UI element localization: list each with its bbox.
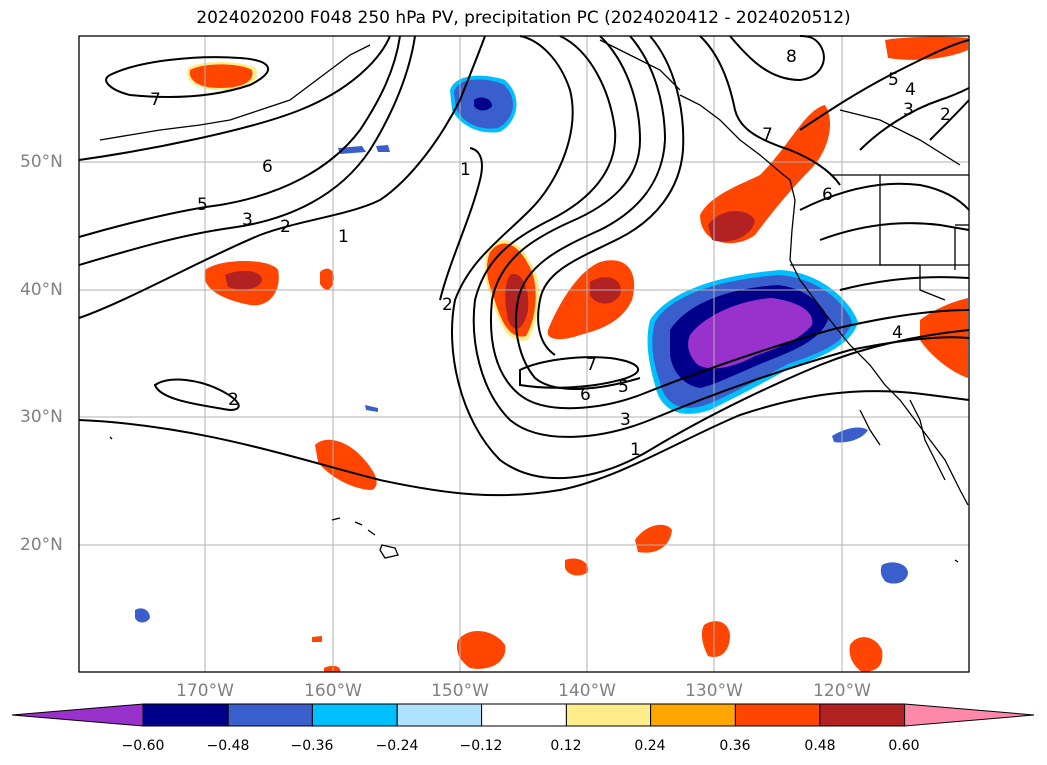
contour-label: 1 xyxy=(630,440,641,460)
lon-label: 160°W xyxy=(304,681,362,701)
colorbar-max-extend xyxy=(904,703,1035,727)
lon-label: 130°W xyxy=(685,681,743,701)
colorbar-tick-label: −0.60 xyxy=(121,738,165,754)
contour-label: 7 xyxy=(150,90,161,110)
contour-label: 3 xyxy=(903,100,914,120)
map-title: 2024020200 F048 250 hPa PV, precipitatio… xyxy=(196,8,851,28)
contour-label: 1 xyxy=(460,160,471,180)
colorbar-tick-label: 0.36 xyxy=(719,738,751,754)
colorbar-segment xyxy=(565,703,652,727)
contour-label: 2 xyxy=(442,295,453,315)
contour-label: 4 xyxy=(892,323,903,343)
colorbar-tick-label: −0.48 xyxy=(206,738,250,754)
contour-label: 5 xyxy=(197,195,208,215)
lat-label: 50°N xyxy=(20,152,63,172)
pv-contours xyxy=(78,35,970,497)
contour-label: 4 xyxy=(905,80,916,100)
contour-label: 7 xyxy=(762,125,773,145)
colorbar-segment xyxy=(819,703,906,727)
colorbar-segment xyxy=(227,703,313,727)
contour-label: 2 xyxy=(228,390,239,410)
contour-label: 5 xyxy=(618,377,629,397)
lon-label: 120°W xyxy=(813,681,871,701)
map-frame xyxy=(78,35,970,673)
contour-label: 5 xyxy=(888,70,899,90)
contour-label: 6 xyxy=(580,385,591,405)
lon-label: 170°W xyxy=(176,681,234,701)
colorbar-tick-label: 0.12 xyxy=(550,738,582,754)
lon-label: 140°W xyxy=(558,681,616,701)
lon-label: 150°W xyxy=(431,681,489,701)
colorbar-tick-label: 0.24 xyxy=(634,738,666,754)
colorbar-tick-label: 0.48 xyxy=(804,738,836,754)
colorbar-min-extend xyxy=(11,703,144,727)
colorbar-segment xyxy=(396,703,483,727)
contour-label: 2 xyxy=(940,105,951,125)
colorbar-tick-label: −0.12 xyxy=(459,738,503,754)
lat-label: 30°N xyxy=(20,407,63,427)
colorbar-tick-label: −0.24 xyxy=(375,738,419,754)
colorbar-tick-label: 0.60 xyxy=(888,738,920,754)
contour-label: 6 xyxy=(262,157,273,177)
contour-label: 7 xyxy=(586,355,597,375)
lat-label: 40°N xyxy=(20,280,63,300)
contour-label: 8 xyxy=(786,47,797,67)
colorbar-segment xyxy=(311,703,398,727)
contour-label: 2 xyxy=(280,217,291,237)
colorbar-tick-label: −0.36 xyxy=(290,738,334,754)
colorbar-segment xyxy=(650,703,736,727)
colorbar-segment xyxy=(734,703,821,727)
contour-label: 3 xyxy=(620,410,631,430)
contour-label: 1 xyxy=(338,227,349,247)
contour-label: 6 xyxy=(822,185,833,205)
colorbar xyxy=(11,703,1035,727)
contour-labels: 7 6 5 3 2 1 1 2 2 7 6 5 3 1 8 5 4 3 2 7 … xyxy=(150,47,951,460)
contour-label: 3 xyxy=(242,210,253,230)
lat-label: 20°N xyxy=(20,535,63,555)
colorbar-segment xyxy=(142,703,229,727)
colorbar-segment xyxy=(481,703,567,727)
map-gridlines xyxy=(79,36,969,672)
negative-anomalies xyxy=(135,75,908,623)
coastlines xyxy=(99,39,969,563)
